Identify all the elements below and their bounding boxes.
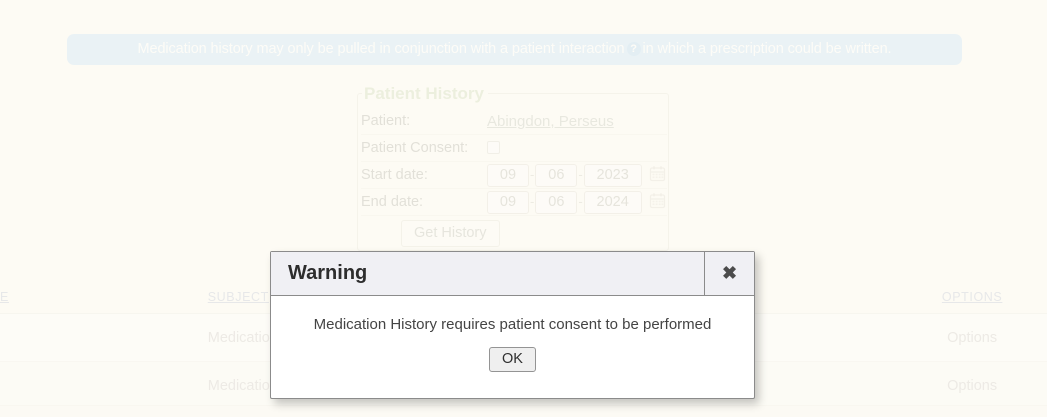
calendar-icon[interactable]	[649, 192, 666, 213]
column-header-options[interactable]: OPTIONS	[897, 281, 1047, 314]
patient-history-legend: Patient History	[362, 84, 488, 104]
end-date-label: End date:	[361, 188, 487, 216]
submit-cell: Get History	[361, 216, 667, 247]
end-date-cell: 09-06-2024	[487, 188, 667, 216]
banner-text-after: in which a prescription could be written…	[642, 41, 892, 57]
ok-button[interactable]: OK	[489, 347, 536, 372]
patient-history-fieldset	[357, 93, 669, 251]
cell-options[interactable]: Options	[897, 361, 1047, 410]
end-date-year-input[interactable]: 2024	[583, 190, 642, 214]
start-date-month-input[interactable]: 09	[487, 163, 529, 187]
start-date-label: Start date:	[361, 161, 487, 189]
patient-history-form: Patient: Abingdon, Perseus Patient Conse…	[361, 108, 667, 247]
results-table-footer	[0, 405, 1047, 417]
end-date-row: End date: 09-06-2024	[361, 188, 667, 216]
start-date-cell: 09-06-2023	[487, 161, 667, 189]
patient-consent-row: Patient Consent:	[361, 134, 667, 162]
question-mark-icon[interactable]: ?	[626, 42, 641, 56]
patient-consent-label: Patient Consent:	[361, 134, 487, 162]
date-separator: -	[578, 193, 583, 209]
modal-header: Warning ✖	[271, 252, 754, 296]
start-date-row: Start date: 09-06-2023	[361, 161, 667, 189]
date-separator: -	[530, 166, 535, 182]
patient-name-link[interactable]: Abingdon, Perseus	[487, 112, 614, 130]
submit-row: Get History	[361, 216, 667, 247]
date-separator: -	[530, 193, 535, 209]
end-date-day-input[interactable]: 06	[535, 190, 578, 214]
start-date-year-input[interactable]: 2023	[583, 163, 642, 187]
cell-type	[0, 361, 98, 410]
modal-title: Warning	[288, 262, 368, 284]
date-separator: -	[578, 166, 583, 182]
cell-options[interactable]: Options	[897, 313, 1047, 362]
modal-message: Medication History requires patient cons…	[313, 316, 712, 333]
modal-body: Medication History requires patient cons…	[271, 296, 754, 372]
medication-history-info-banner: Medication history may only be pulled in…	[67, 34, 962, 65]
patient-label: Patient:	[361, 108, 487, 135]
patient-consent-cell	[487, 134, 667, 162]
column-header-type[interactable]: E	[0, 281, 98, 314]
start-date-day-input[interactable]: 06	[535, 163, 578, 187]
get-history-button[interactable]: Get History	[401, 220, 500, 247]
patient-consent-checkbox[interactable]	[487, 140, 500, 154]
cell-type	[0, 313, 98, 362]
calendar-icon[interactable]	[649, 165, 666, 186]
close-icon[interactable]: ✖	[704, 252, 754, 295]
end-date-month-input[interactable]: 09	[487, 190, 529, 214]
banner-text-before: Medication history may only be pulled in…	[137, 41, 625, 57]
patient-row: Patient: Abingdon, Perseus	[361, 108, 667, 135]
warning-modal: Warning ✖ Medication History requires pa…	[270, 251, 755, 399]
patient-value-cell: Abingdon, Perseus	[487, 108, 667, 135]
